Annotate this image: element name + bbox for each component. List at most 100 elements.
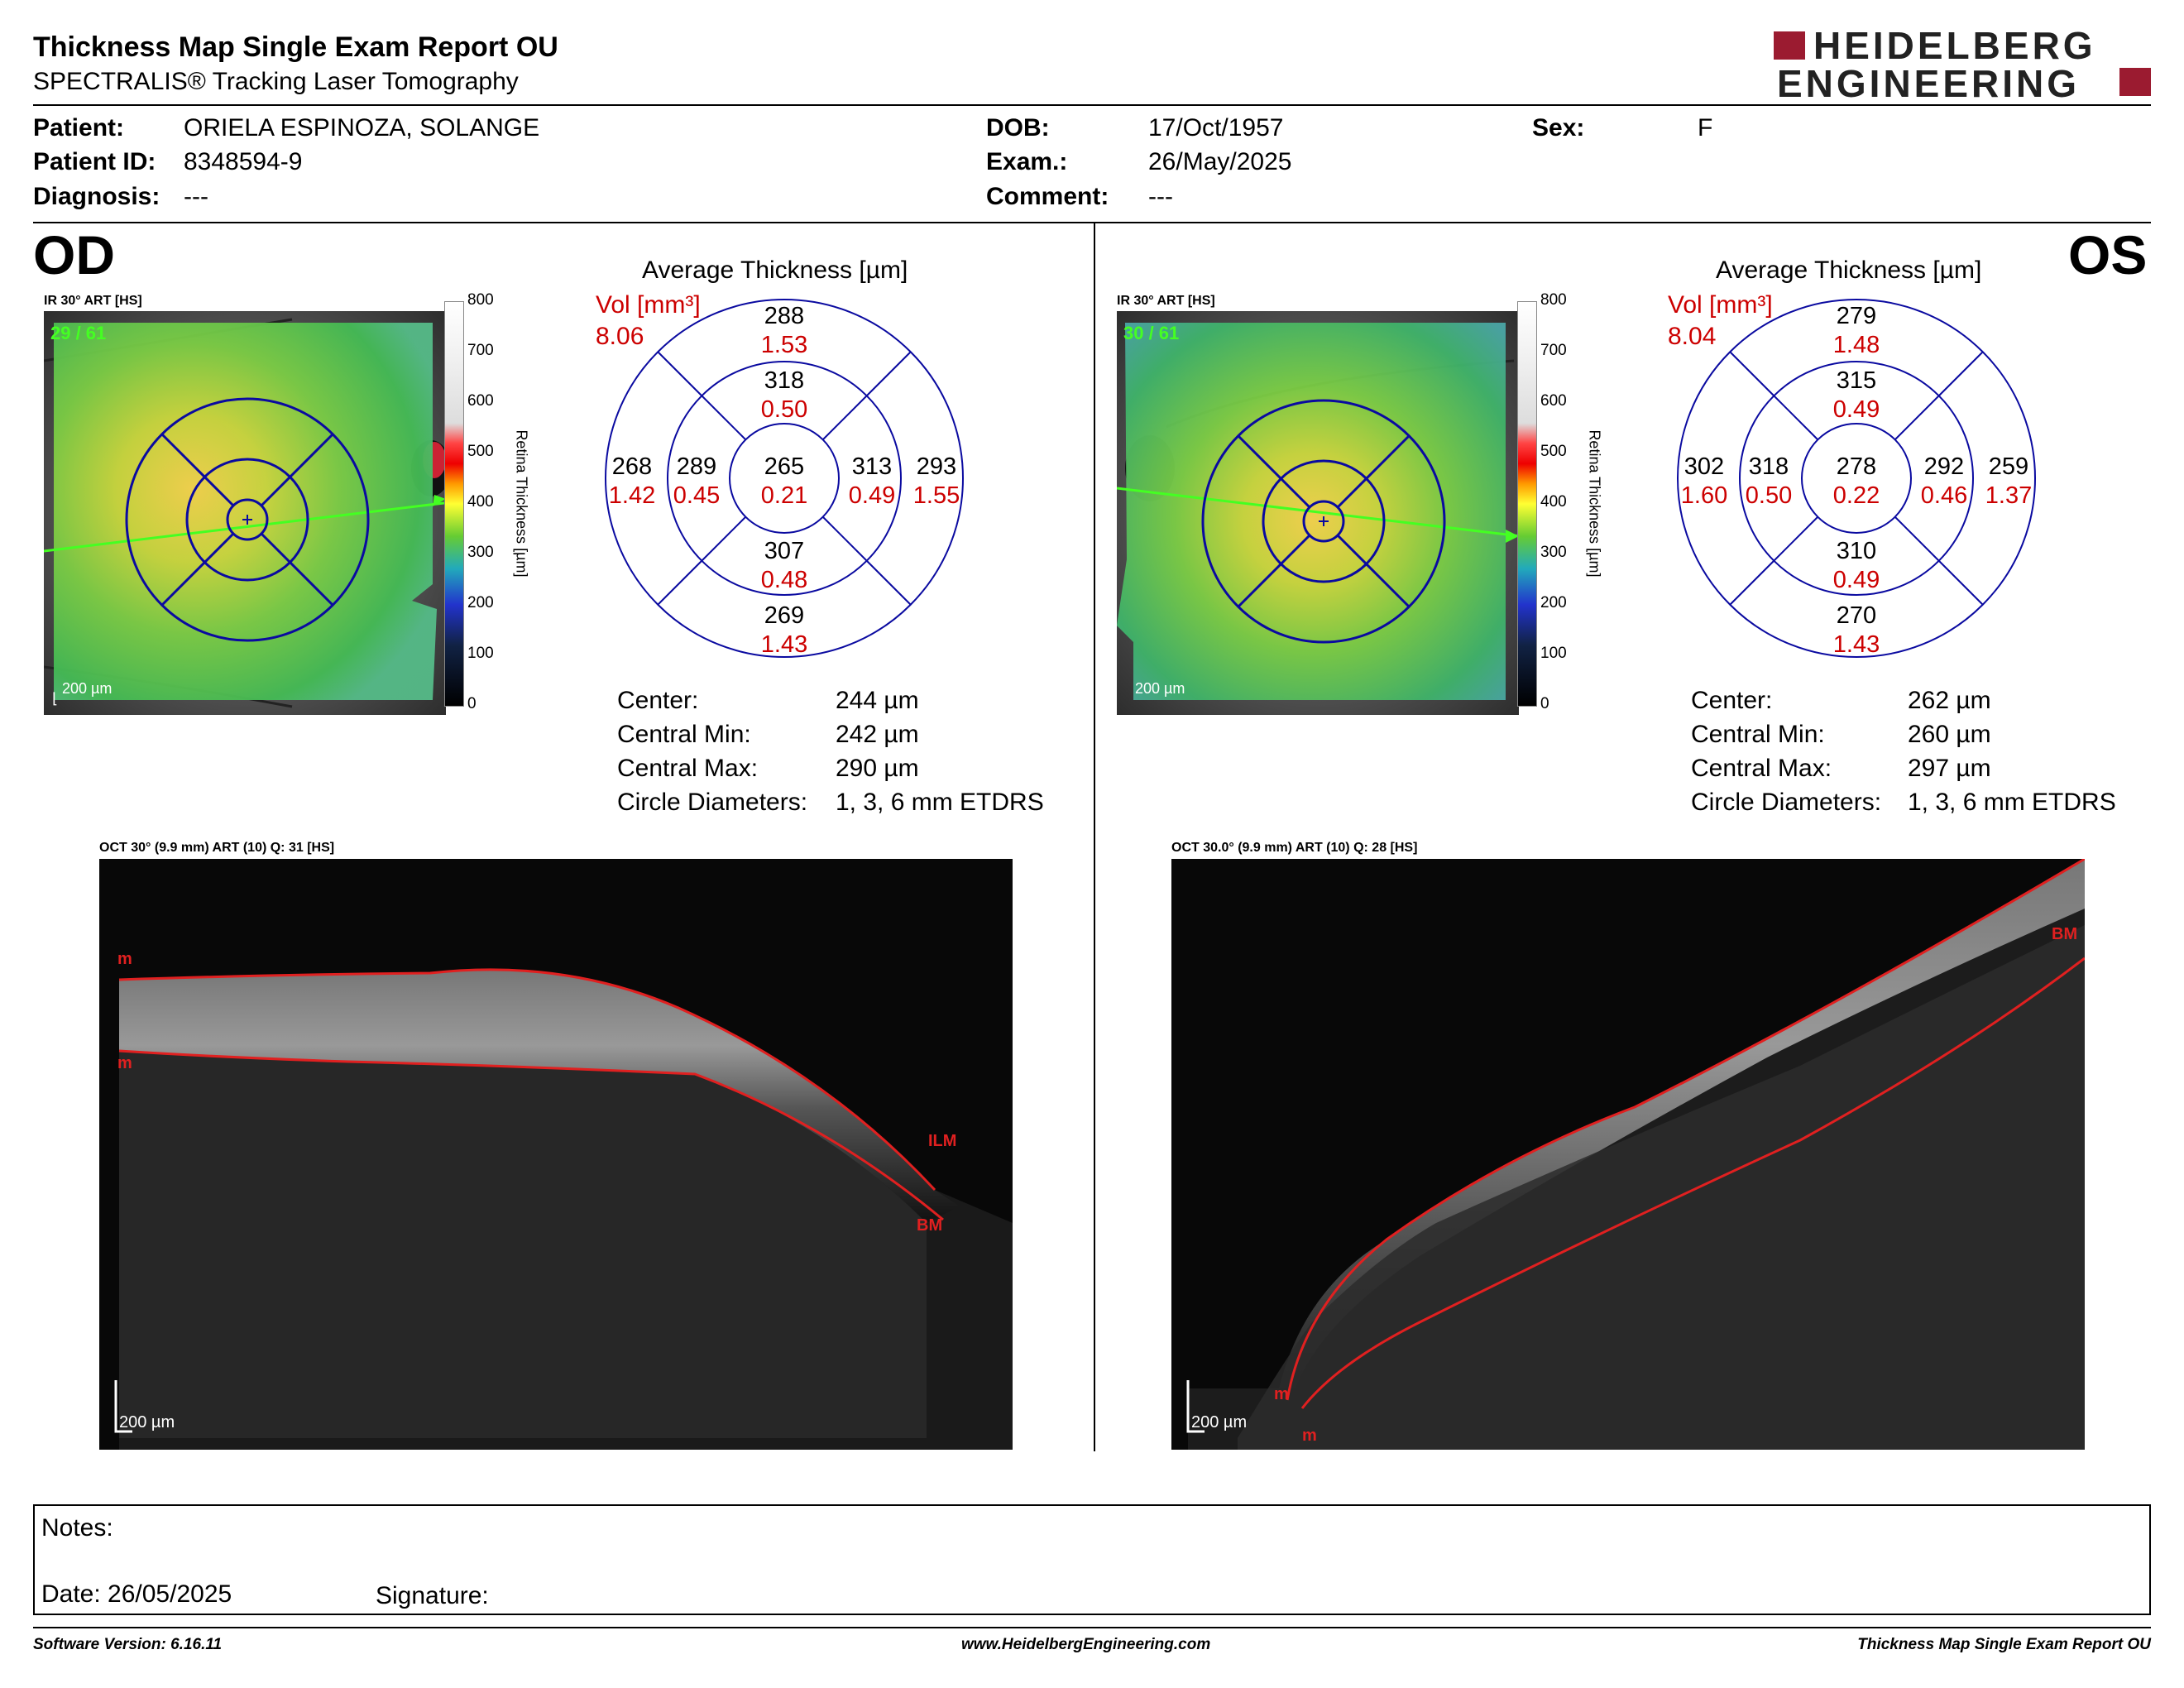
eye-divider [1094,223,1095,1451]
od-central-min: 242 µm [836,721,919,748]
os-inner-inf-vol: 0.49 [1832,567,1880,593]
od-vol-label: Vol [mm³] [596,291,701,319]
od-outer-inf-value: 269 [764,602,805,629]
os-circle-diam: 1, 3, 6 mm ETDRS [1908,789,2116,816]
os-oct-scale: 200 µm [1191,1413,1248,1431]
od-bm-label: BM [917,1216,943,1235]
logo-square-bottom [2119,68,2151,96]
od-circle-diam-label: Circle Diameters: [617,789,808,816]
od-colorbar-title: Retina Thickness [µm] [513,429,530,578]
os-inner-temp-vol: 0.50 [1745,482,1793,509]
od-oct-scale: 200 µm [119,1413,175,1431]
os-outer-sup-vol: 1.48 [1832,332,1880,358]
os-central-max-label: Central Max: [1691,755,1832,782]
os-frame-count: 30 / 61 [1123,323,1180,343]
od-center-stat: 244 µm [836,687,919,714]
os-etdrs-grid: 279 1.48 315 0.49 302 1.60 318 0.50 278 … [1674,296,2038,660]
os-outer-nas-value: 259 [1988,453,2029,480]
od-center-label: Center: [617,687,699,714]
od-vol-total: 8.06 [596,323,644,350]
od-center-value: 265 [764,453,805,480]
os-colorbar-ticks: 800 700 600 500 400 300 200 100 0 [1540,291,1590,722]
os-fundus-scale: 200 µm [1135,680,1185,697]
sex-label: Sex: [1532,114,1585,141]
diagnosis-value: --- [184,183,208,210]
os-tick: 200 [1540,594,1567,611]
os-outer-sup-value: 279 [1836,303,1877,329]
od-fundus-scale: 200 µm [62,680,113,697]
od-tick: 600 [467,392,494,410]
od-central-max: 290 µm [836,755,919,782]
logo-square-top [1774,31,1805,60]
logo-line1: HEIDELBERG [1813,24,2096,67]
os-layer-top-label: m [1274,1385,1289,1403]
notes-label: Notes: [41,1514,113,1542]
comment-value: --- [1148,183,1173,210]
os-inner-temp-value: 318 [1748,453,1789,480]
od-ir-label: IR 30° ART [HS] [44,294,142,308]
dob-label: DOB: [986,114,1050,141]
heidelberg-logo: HEIDELBERG ENGINEERING [1774,24,2154,105]
os-colorbar-title: Retina Thickness [µm] [1586,429,1603,578]
od-inner-temp-value: 289 [676,453,717,480]
od-inner-sup-vol: 0.50 [760,396,808,423]
os-center-label: Center: [1691,687,1773,714]
os-layer-bottom-label: m [1302,1427,1317,1445]
od-layer-top-label: m [117,950,132,968]
os-center-stat: 262 µm [1908,687,1991,714]
os-ir-label: IR 30° ART [HS] [1117,294,1215,308]
os-inner-sup-value: 315 [1836,367,1877,394]
comment-label: Comment: [986,183,1109,210]
os-outer-inf-value: 270 [1836,602,1877,629]
os-tick: 600 [1540,392,1567,410]
od-fundus-image: ⌊ 29 / 61 200 µm [44,311,446,715]
os-central-min-label: Central Min: [1691,721,1825,748]
report-title: Thickness Map Single Exam Report OU [33,31,558,63]
os-vol-label: Vol [mm³] [1668,291,1773,319]
os-outer-inf-vol: 1.43 [1832,631,1880,658]
exam-date: 26/May/2025 [1148,148,1292,175]
os-avg-thickness-title: Average Thickness [µm] [1716,257,1982,284]
od-tick: 0 [467,695,477,712]
website-link[interactable]: www.HeidelbergEngineering.com [961,1636,1211,1653]
od-outer-sup-value: 288 [764,303,805,329]
patient-label: Patient: [33,114,125,141]
od-center-vol: 0.21 [760,482,808,509]
od-tick: 800 [467,291,494,309]
exam-label: Exam.: [986,148,1068,175]
os-oct-bscan: m m BM 200 µm [1171,859,2085,1450]
od-inner-inf-vol: 0.48 [760,567,808,593]
od-outer-temp-vol: 1.42 [608,482,656,509]
od-oct-bscan: m m ILM BM 200 µm [99,859,1013,1450]
od-oct-label: OCT 30° (9.9 mm) ART (10) Q: 31 [HS] [99,841,335,855]
os-central-max: 297 µm [1908,755,1991,782]
svg-text:⌊: ⌊ [52,690,58,707]
report-subtitle: SPECTRALIS® Tracking Laser Tomography [33,68,519,95]
os-outer-nas-vol: 1.37 [1985,482,2033,509]
header-divider [33,104,2151,106]
os-circle-diam-label: Circle Diameters: [1691,789,1882,816]
patient-divider [33,222,2151,223]
os-tick: 400 [1540,493,1567,511]
footer-divider [33,1627,2151,1628]
od-tick: 200 [467,594,494,611]
sex-value: F [1698,114,1713,141]
os-central-min: 260 µm [1908,721,1991,748]
od-layer-bottom-label: m [117,1054,132,1072]
od-tick: 300 [467,544,494,561]
od-inner-temp-vol: 0.45 [673,482,721,509]
od-tick: 700 [467,342,494,359]
od-etdrs-grid: 288 1.53 318 0.50 268 1.42 289 0.45 265 … [602,296,966,660]
notes-date: Date: 26/05/2025 [41,1580,232,1608]
os-tick: 500 [1540,443,1567,460]
os-tick: 700 [1540,342,1567,359]
patient-id: 8348594-9 [184,148,303,175]
footer-report-name: Thickness Map Single Exam Report OU [1857,1636,2151,1653]
os-inner-nas-value: 292 [1923,453,1965,480]
notes-box: Notes: Date: 26/05/2025 Signature: [33,1504,2151,1615]
os-colorbar [1517,301,1537,707]
od-inner-inf-value: 307 [764,538,805,564]
od-central-max-label: Central Max: [617,755,759,782]
os-inner-sup-vol: 0.49 [1832,396,1880,423]
od-label: OD [33,224,115,285]
